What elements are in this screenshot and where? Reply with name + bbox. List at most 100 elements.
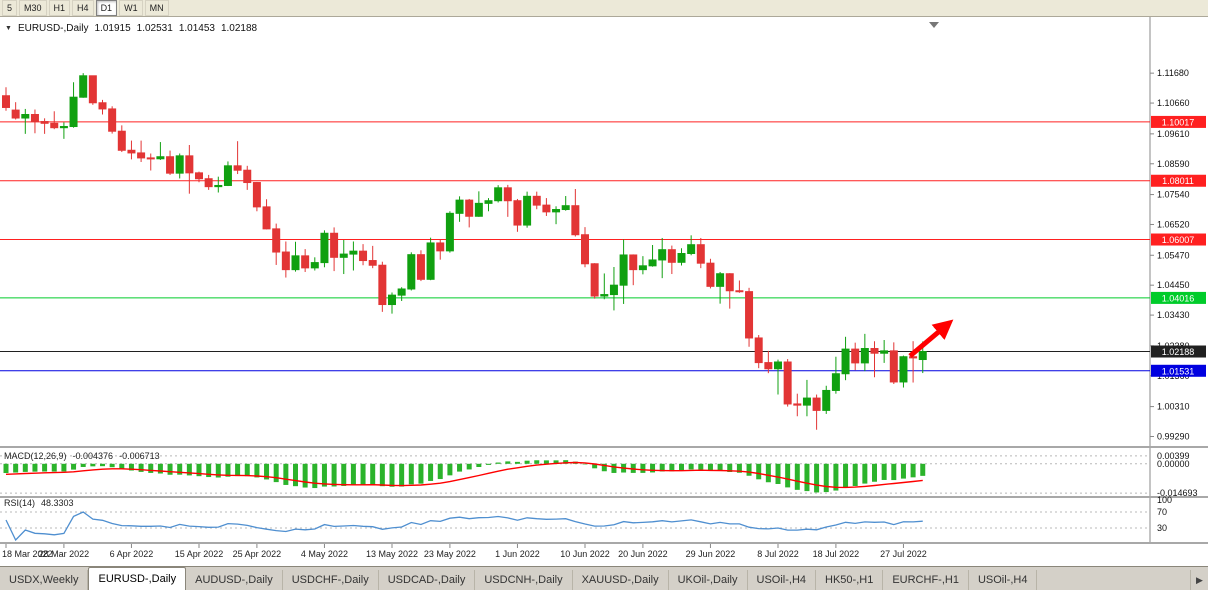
svg-text:1.10660: 1.10660 <box>1157 98 1190 108</box>
svg-text:1.00310: 1.00310 <box>1157 402 1190 412</box>
panel-separator-rsi-dates[interactable] <box>0 542 1208 544</box>
candle <box>812 394 821 430</box>
candle <box>638 256 647 275</box>
candle <box>600 273 609 300</box>
trend-arrow-annotation[interactable] <box>908 319 954 358</box>
svg-text:1.11680: 1.11680 <box>1157 68 1189 78</box>
chart-tab-eurusd-daily[interactable]: EURUSD-,Daily <box>88 567 187 590</box>
candle <box>185 145 194 194</box>
candle <box>146 153 155 171</box>
svg-text:0.00399: 0.00399 <box>1157 451 1190 461</box>
candle <box>523 191 532 228</box>
candle <box>320 230 329 268</box>
candle <box>880 340 889 363</box>
svg-text:1.02188: 1.02188 <box>1162 347 1195 357</box>
candle <box>494 185 503 203</box>
candle <box>513 198 522 232</box>
candle <box>445 211 454 253</box>
candle <box>117 125 126 153</box>
chart-tab-usoil-h4[interactable]: USOil-,H4 <box>969 570 1038 590</box>
chart-tab-usoil-h4[interactable]: USOil-,H4 <box>748 570 817 590</box>
svg-text:1.03430: 1.03430 <box>1157 310 1190 320</box>
timeframe-button-d1[interactable]: D1 <box>95 0 118 16</box>
candle <box>841 336 850 381</box>
chart-window[interactable]: 1.11680 1.10660 1.09610 1.08590 1.07540 1.065… <box>0 17 1208 566</box>
chart-tab-ukoil-daily[interactable]: UKOil-,Daily <box>669 570 748 590</box>
candle <box>50 111 59 130</box>
timeframe-toolbar: 5 M30 H1 H4 D1 W1 MN <box>0 0 1208 17</box>
rsi-title: RSI(14) <box>4 498 36 508</box>
macd-signal-value: -0.006713 <box>119 451 160 461</box>
candle <box>793 393 802 417</box>
candle <box>677 248 686 266</box>
candle <box>195 171 203 183</box>
timeframe-button-mn[interactable]: MN <box>144 0 169 16</box>
price-chart-canvas[interactable]: 1.11680 1.10660 1.09610 1.08590 1.07540 1.065… <box>0 17 1208 566</box>
chart-tab-eurchf-h1[interactable]: EURCHF-,H1 <box>883 570 969 590</box>
timeframe-button-h1[interactable]: H1 <box>48 0 71 16</box>
candle <box>310 257 319 271</box>
svg-text:13 May 2022: 13 May 2022 <box>366 549 418 559</box>
candle <box>175 153 184 179</box>
svg-text:70: 70 <box>1157 507 1167 517</box>
candle <box>11 102 20 120</box>
candle <box>609 266 618 311</box>
candle <box>349 241 358 271</box>
svg-text:23 May 2022: 23 May 2022 <box>424 549 476 559</box>
timeframe-button-h4[interactable]: H4 <box>72 0 94 16</box>
candle <box>706 258 715 289</box>
chart-tab-xauusd-daily[interactable]: XAUUSD-,Daily <box>573 570 669 590</box>
svg-text:8 Jul 2022: 8 Jul 2022 <box>757 549 799 559</box>
candle <box>436 239 445 260</box>
rsi-panel: 100 70 30 <box>0 495 1172 542</box>
chart-ohlc-header: ▼ EURUSD-,Daily 1.01915 1.02531 1.01453 … <box>5 23 257 34</box>
candle <box>69 82 78 128</box>
svg-text:1.08011: 1.08011 <box>1162 176 1194 186</box>
candle <box>301 249 310 272</box>
timeframe-button-m30[interactable]: M30 <box>19 0 47 16</box>
candle <box>629 254 638 286</box>
price-tag-1.02188 <box>1151 345 1206 358</box>
svg-text:1.10017: 1.10017 <box>1162 117 1195 127</box>
candle <box>465 198 474 228</box>
timeframe-button-w1[interactable]: W1 <box>119 0 143 16</box>
chart-tab-usdcnh-daily[interactable]: USDCNH-,Daily <box>475 570 573 590</box>
svg-text:6 Apr 2022: 6 Apr 2022 <box>110 549 154 559</box>
price-tag-1.08011 <box>1151 174 1206 187</box>
candle <box>725 273 734 309</box>
candle <box>359 244 368 266</box>
macd-histogram <box>3 460 926 493</box>
chart-tab-usdchf-daily[interactable]: USDCHF-,Daily <box>283 570 379 590</box>
chart-tab-usdx-weekly[interactable]: USDX,Weekly <box>0 570 89 590</box>
chart-tab-audusd-daily[interactable]: AUDUSD-,Daily <box>186 570 283 590</box>
svg-text:100: 100 <box>1157 495 1172 505</box>
candle <box>79 73 88 98</box>
svg-text:28 Mar 2022: 28 Mar 2022 <box>39 549 90 559</box>
svg-text:18 Jul 2022: 18 Jul 2022 <box>813 549 860 559</box>
candle <box>262 199 271 230</box>
candle <box>658 237 667 279</box>
candle <box>484 198 493 212</box>
candle <box>368 245 377 269</box>
candle <box>735 280 744 293</box>
candle <box>281 241 290 278</box>
svg-text:1.01531: 1.01531 <box>1162 366 1195 376</box>
panel-separator-macd-rsi[interactable] <box>0 496 1208 498</box>
timeframe-button-5[interactable]: 5 <box>2 0 18 16</box>
ohlc-low: 1.01453 <box>178 23 215 34</box>
tab-scroll-right-button[interactable]: ▶ <box>1190 570 1208 590</box>
ohlc-open: 1.01915 <box>94 23 131 34</box>
candle <box>455 196 464 222</box>
candle <box>889 342 898 385</box>
candle <box>774 359 782 395</box>
candle <box>870 341 879 378</box>
chart-tab-usdcad-daily[interactable]: USDCAD-,Daily <box>379 570 476 590</box>
rsi-indicator-label: RSI(14) 48.3303 <box>4 498 74 508</box>
candle <box>388 292 396 314</box>
panel-separator-main-macd[interactable] <box>0 446 1208 448</box>
price-level-lines[interactable] <box>0 121 1150 372</box>
candle <box>108 106 117 134</box>
candle <box>88 75 97 105</box>
chart-tab-hk50-h1[interactable]: HK50-,H1 <box>816 570 884 590</box>
